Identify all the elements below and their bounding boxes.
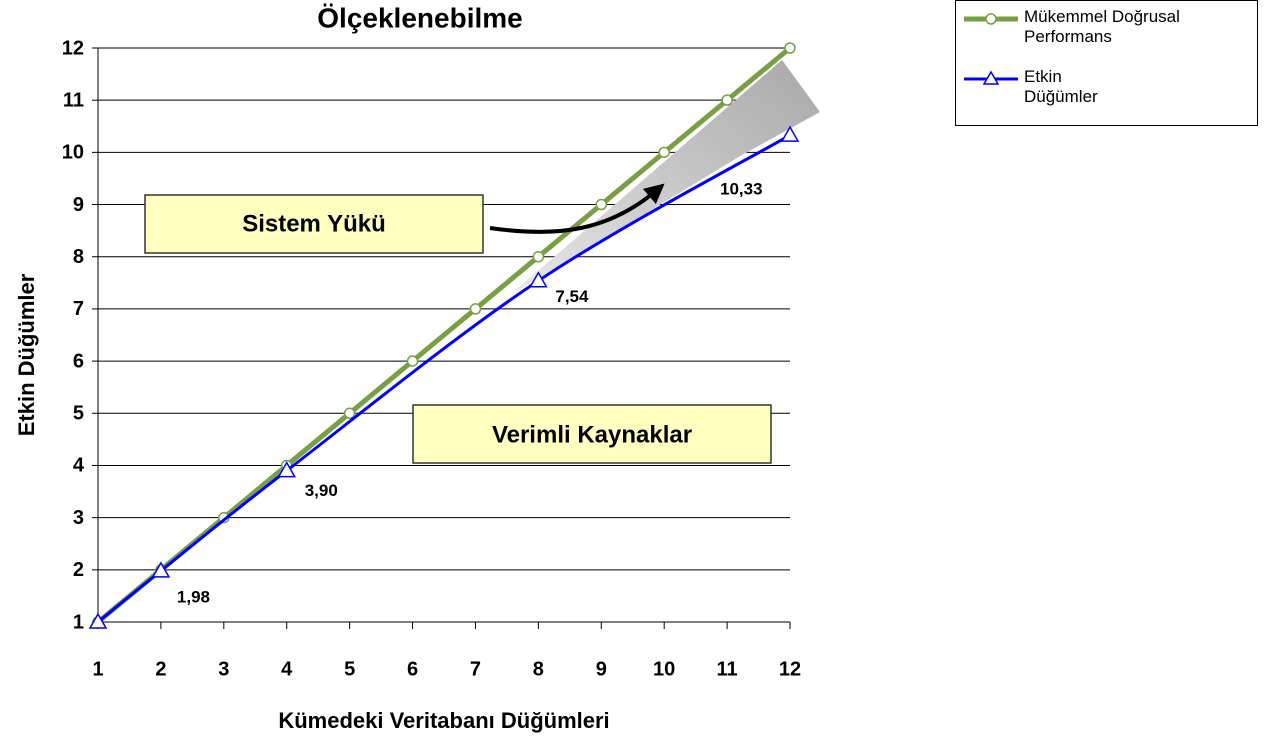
y-tick-label: 4: [73, 455, 85, 477]
marker: [406, 355, 419, 367]
legend-swatch: [964, 13, 1018, 25]
y-tick-label: 11: [63, 89, 84, 111]
marker: [532, 250, 545, 263]
x-tick-label: 8: [533, 658, 544, 680]
marker: [88, 612, 108, 629]
series-line: [96, 46, 792, 624]
annotation-box: [412, 404, 772, 464]
y-tick-label: 9: [73, 194, 84, 216]
annotation-box: [144, 194, 484, 254]
x-tick-label: 2: [155, 658, 166, 680]
x-tick-label: 4: [281, 658, 293, 680]
x-tick-label: 12: [779, 658, 801, 680]
chart-title: Ölçeklenebilme: [317, 2, 522, 33]
y-tick-label: 6: [73, 350, 84, 372]
marker: [529, 271, 548, 288]
x-tick-label: 3: [218, 658, 229, 680]
y-tick-label: 3: [73, 507, 84, 529]
x-tick-label: 7: [470, 658, 481, 680]
marker: [343, 407, 356, 420]
arrow: [489, 183, 665, 234]
x-tick-label: 6: [407, 658, 418, 680]
marker: [780, 125, 800, 142]
annotation: Sistem Yükü: [242, 210, 386, 237]
legend-label: Mükemmel Doğrusal Performans: [1024, 7, 1180, 46]
marker: [721, 94, 733, 106]
y-tick-label: 5: [73, 403, 84, 425]
y-axis-label: Etkin Düğümler: [14, 273, 39, 436]
marker: [469, 303, 482, 315]
legend-label: Etkin Düğümler: [1024, 67, 1098, 106]
x-tick-label: 9: [596, 658, 607, 680]
legend-item: Mükemmel Doğrusal Performans: [956, 7, 1254, 47]
marker: [658, 146, 670, 159]
legend-swatch: [964, 70, 1018, 85]
y-tick-label: 1: [73, 611, 84, 633]
x-tick-label: 5: [344, 658, 355, 680]
data-label: 3,90: [305, 481, 338, 500]
y-tick-label: 10: [62, 142, 84, 164]
data-label: 7,54: [555, 287, 589, 306]
x-tick-label: 10: [653, 658, 675, 680]
data-label: 1,98: [177, 587, 210, 606]
marker: [784, 42, 796, 54]
legend-item: Etkin Düğümler: [956, 67, 1114, 107]
x-tick-label: 1: [92, 658, 103, 680]
y-tick-label: 7: [73, 298, 84, 320]
x-tick-label: 11: [717, 658, 738, 680]
y-tick-label: 8: [73, 246, 84, 268]
marker: [151, 561, 171, 578]
y-tick-label: 12: [62, 37, 84, 59]
marker: [595, 198, 608, 211]
overhead-wedge: [510, 60, 820, 295]
y-tick-label: 2: [73, 559, 84, 581]
data-label: 10,33: [720, 180, 763, 199]
legend: Mükemmel Doğrusal Performans Etkin Düğüml…: [955, 0, 1258, 126]
marker: [277, 461, 297, 478]
x-axis-label: Kümedeki Veritabanı Düğümleri: [278, 708, 609, 733]
annotation: Verimli Kaynaklar: [492, 421, 692, 448]
